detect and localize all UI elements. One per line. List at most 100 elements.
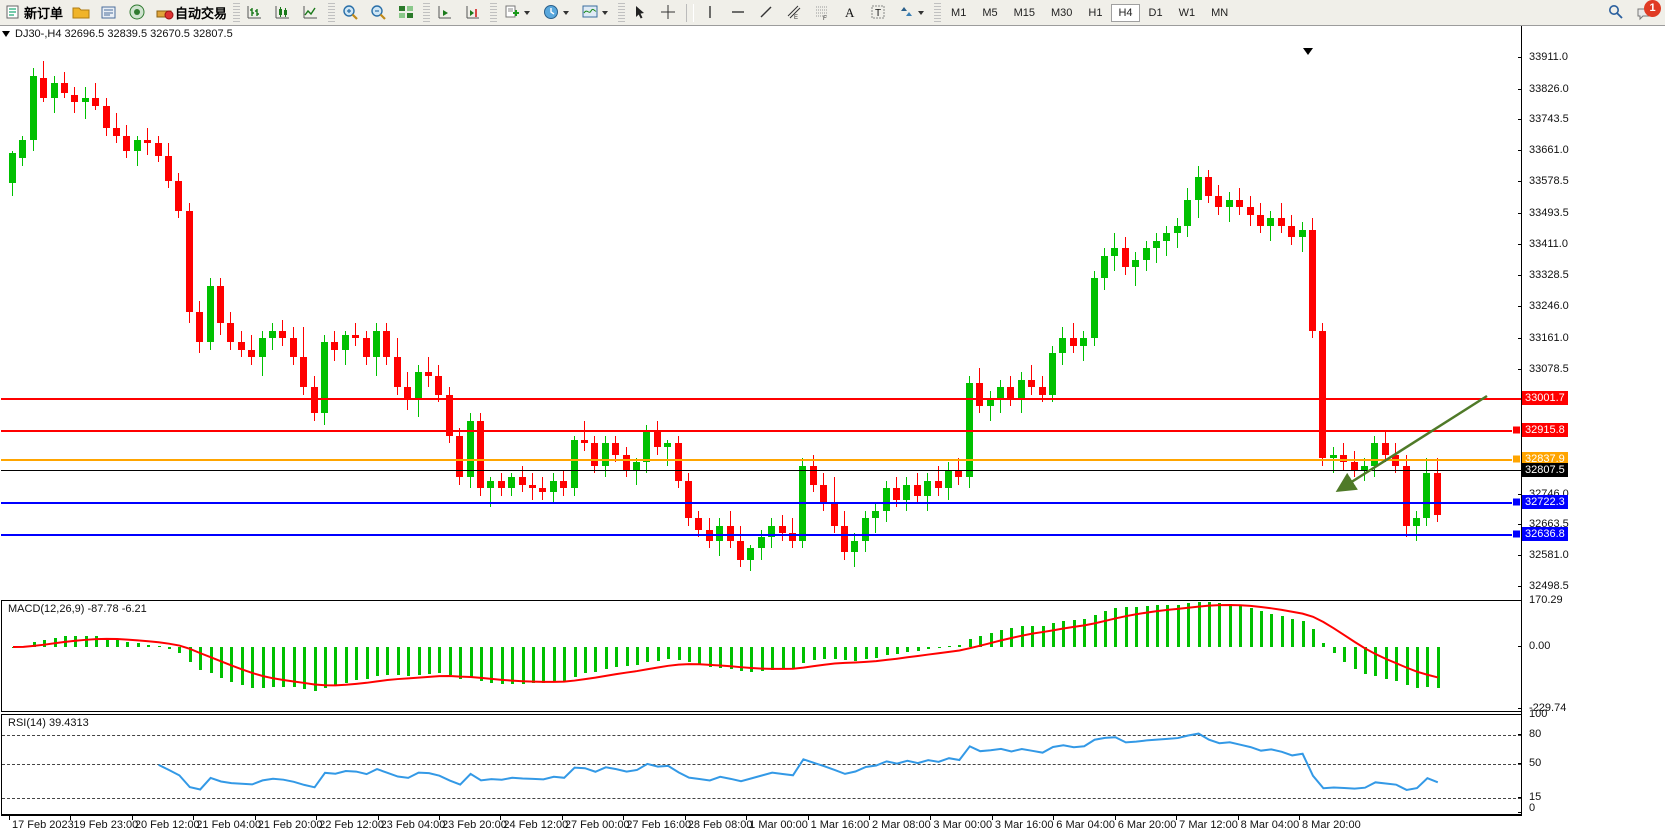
- toolbar-grip-5[interactable]: [618, 2, 626, 23]
- text-button[interactable]: A: [838, 1, 864, 24]
- timeframe-m30[interactable]: M30: [1051, 6, 1073, 19]
- fibonacci-button[interactable]: F: [810, 1, 836, 24]
- time-tick: [439, 815, 440, 820]
- toolbar-grip-4[interactable]: [490, 2, 498, 23]
- chevron-down-icon[interactable]: [918, 10, 925, 15]
- level-anchor-handle[interactable]: [1512, 425, 1521, 435]
- timeframe-w1[interactable]: W1: [1178, 6, 1196, 19]
- candle-body: [1017, 379, 1025, 399]
- crosshair-button[interactable]: [656, 1, 682, 24]
- macd-histogram-bar: [84, 635, 88, 647]
- zoom-in-icon: [341, 3, 361, 23]
- macd-histogram-bar: [199, 646, 203, 671]
- shift-end-button[interactable]: [461, 1, 487, 24]
- price-tag-last-price[interactable]: 32807.5: [1522, 463, 1568, 478]
- timeframe-h1[interactable]: H1: [1088, 6, 1103, 19]
- line-chart-button[interactable]: [299, 1, 325, 24]
- vertical-line-button[interactable]: [698, 1, 724, 24]
- candle-body: [955, 469, 963, 477]
- alerts-button[interactable]: 1: [1635, 0, 1661, 23]
- candle-body: [851, 540, 859, 552]
- shapes-button[interactable]: [894, 1, 931, 24]
- zoom-out-button[interactable]: [366, 1, 392, 24]
- price-level-resistance-2[interactable]: [1, 429, 1521, 432]
- chart-menu-triangle-icon[interactable]: [2, 31, 10, 37]
- macd-histogram-bar: [677, 646, 681, 660]
- tile-windows-button[interactable]: [394, 1, 420, 24]
- rsi-pane[interactable]: RSI(14) 39.4313: [1, 714, 1522, 816]
- zoom-in-button[interactable]: [338, 1, 364, 24]
- candle-body: [445, 394, 453, 436]
- price-level-support-1[interactable]: [1, 502, 1521, 505]
- macd-histogram-bar: [1020, 626, 1024, 647]
- time-axis[interactable]: 17 Feb 2023 19 Feb 23:00 20 Feb 12:00 21 Fe…: [1, 814, 1521, 840]
- toolbar-grip-6[interactable]: [934, 2, 942, 23]
- price-tag-pivot[interactable]: 32837.9: [1522, 452, 1568, 467]
- candle-body: [1329, 454, 1337, 459]
- timeframe-m15[interactable]: M15: [1013, 6, 1035, 19]
- toolbar-grip-1[interactable]: [233, 2, 241, 23]
- candle-body: [393, 357, 401, 387]
- macd-histogram-bar: [1374, 646, 1378, 677]
- level-anchor-handle[interactable]: [1512, 497, 1521, 507]
- text-label-button[interactable]: T: [866, 1, 892, 24]
- candle-body: [1049, 353, 1056, 395]
- price-tag-resistance-2[interactable]: 32915.8: [1522, 422, 1568, 437]
- level-anchor-handle[interactable]: [1512, 529, 1521, 539]
- timeframe-h4[interactable]: H4: [1111, 3, 1140, 22]
- market-watch-button[interactable]: [124, 1, 150, 24]
- time-tick: [70, 815, 72, 820]
- candle-body: [40, 77, 48, 99]
- timeframe-m5[interactable]: M5: [982, 6, 998, 19]
- folder-button[interactable]: [68, 1, 94, 24]
- macd-histogram-bar: [469, 646, 473, 679]
- candle-body: [685, 480, 692, 519]
- price-level-last-price[interactable]: [1, 470, 1521, 472]
- timeframe-d1[interactable]: D1: [1148, 6, 1163, 19]
- macd-pane[interactable]: MACD(12,26,9) -87.78 -6.21: [1, 600, 1522, 712]
- candle-body: [1163, 233, 1171, 241]
- time-tick: [991, 815, 993, 820]
- chevron-down-icon[interactable]: [524, 10, 531, 15]
- horizontal-line-button[interactable]: [726, 1, 752, 24]
- macd-histogram-bar: [937, 646, 941, 648]
- price-tag-support-1[interactable]: 32722.3: [1522, 495, 1568, 510]
- level-anchor-handle[interactable]: [1512, 454, 1521, 464]
- market-watch-icon: [127, 3, 147, 23]
- chevron-down-icon[interactable]: [563, 10, 570, 15]
- toolbar-grip-2[interactable]: [328, 2, 336, 23]
- price-level-resistance-1[interactable]: [1, 397, 1521, 400]
- candle-body: [362, 338, 370, 357]
- equidistant-channel-button[interactable]: E: [782, 1, 808, 24]
- candle-body: [92, 98, 100, 106]
- price-tag-resistance-1[interactable]: 33001.7: [1522, 390, 1568, 405]
- price-level-pivot[interactable]: [1, 459, 1521, 462]
- candlestick-chart-button[interactable]: [271, 1, 297, 24]
- cursor-button[interactable]: [628, 1, 654, 24]
- bar-chart-button[interactable]: [243, 1, 269, 24]
- timeframe-mn[interactable]: MN: [1211, 6, 1229, 19]
- period-button[interactable]: [539, 1, 576, 24]
- time-tick-label: 6 Mar 04:00: [1056, 819, 1115, 831]
- shift-start-button[interactable]: [433, 1, 459, 24]
- price-tick: [1518, 337, 1522, 339]
- candle-body: [976, 383, 984, 406]
- price-pane[interactable]: [1, 42, 1521, 597]
- price-axis[interactable]: 33911.0 33826.0 33743.5 33661.0 33578.5 33493…: [1518, 26, 1665, 814]
- new-order-button[interactable]: 新订单: [1, 1, 66, 24]
- price-tick-label: 33826.0: [1529, 82, 1569, 95]
- toolbar-grip-3[interactable]: [423, 2, 431, 23]
- rsi-tick: [1518, 763, 1522, 764]
- price-level-support-2[interactable]: [1, 534, 1521, 537]
- add-indicator-button[interactable]: [500, 1, 537, 24]
- time-tick-label: 24 Feb 12:00: [503, 819, 569, 831]
- autotrading-button[interactable]: 自动交易: [152, 1, 230, 24]
- timeframe-m1[interactable]: M1: [951, 6, 967, 19]
- templates-button[interactable]: [578, 1, 615, 24]
- candle-body: [456, 435, 464, 477]
- chevron-down-icon[interactable]: [602, 10, 609, 15]
- price-tag-support-2[interactable]: 32636.8: [1522, 527, 1568, 542]
- trendline-button[interactable]: [754, 1, 780, 24]
- search-icon[interactable]: [1607, 3, 1627, 23]
- profiles-button[interactable]: [96, 1, 122, 24]
